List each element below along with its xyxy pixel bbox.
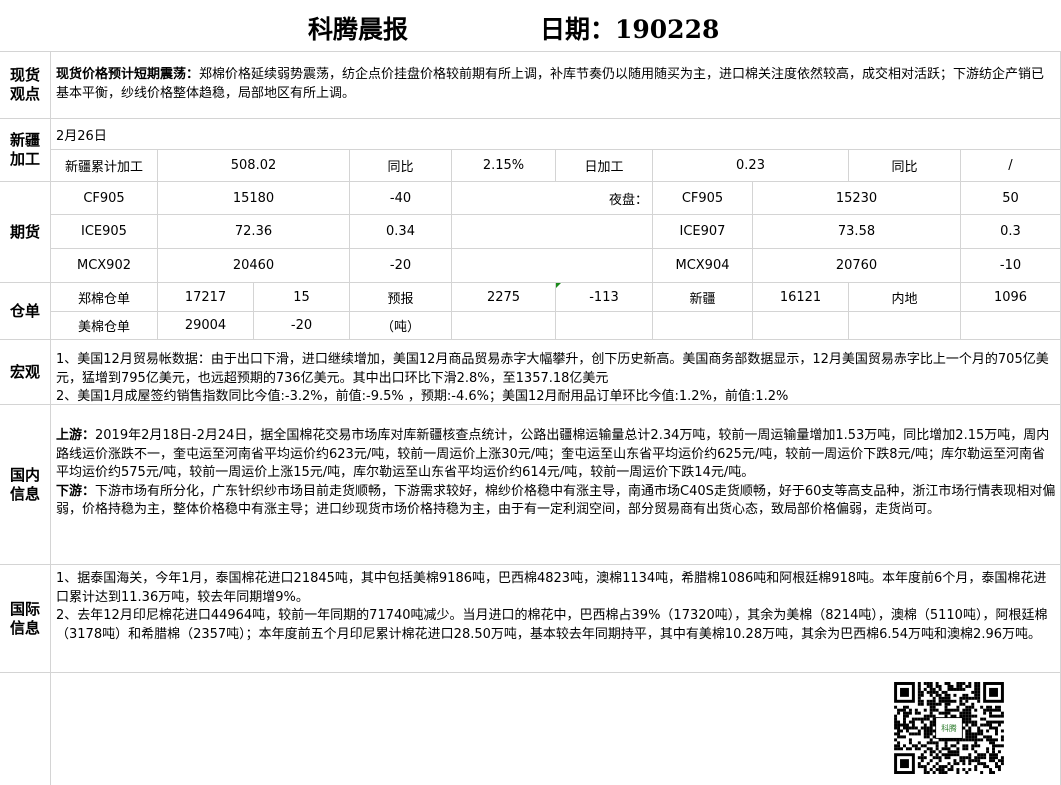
xinjiang-daily-yoy-label: 同比: [849, 150, 961, 182]
domestic-text: 上游：2019年2月18日-2月24日，据全国棉花交易市场库对库新疆核查点统计，…: [51, 405, 1061, 565]
wh-empty: [961, 312, 1061, 340]
label-spot: 现货观点: [0, 52, 51, 119]
xinjiang-cum-value: 508.02: [158, 150, 350, 182]
xinjiang-daily-label: 日加工: [556, 150, 653, 182]
wh-zc-label: 郑棉仓单: [51, 283, 158, 312]
futures-n-price: 15230: [753, 182, 961, 215]
futures-n-price: 20760: [753, 249, 961, 283]
futures-n-change: 0.3: [961, 215, 1061, 249]
futures-empty: [452, 215, 653, 249]
international-text: 1、据泰国海关，今年1月，泰国棉花进口21845吨，其中包括美棉9186吨，巴西…: [51, 565, 1061, 673]
label-international: 国际信息: [0, 565, 51, 673]
wh-us-change: -20: [254, 312, 350, 340]
futures-n-name: MCX904: [653, 249, 753, 283]
futures-n-price: 73.58: [753, 215, 961, 249]
xinjiang-yoy-label: 同比: [350, 150, 452, 182]
futures-name: CF905: [51, 182, 158, 215]
wh-inland-value: 1096: [961, 283, 1061, 312]
futures-name: MCX902: [51, 249, 158, 283]
international-paragraph-1: 1、据泰国海关，今年1月，泰国棉花进口21845吨，其中包括美棉9186吨，巴西…: [56, 571, 1047, 605]
spot-view-text: 现货价格预计短期震荡：郑棉价格延续弱势震荡，纺企点价挂盘价格较前期有所上调，补库…: [51, 52, 1061, 119]
wh-forecast-value: 2275: [452, 283, 556, 312]
wh-forecast-change: -113: [556, 283, 653, 312]
futures-name: ICE905: [51, 215, 158, 249]
wh-empty: [753, 312, 849, 340]
macro-paragraph-1: 1、美国12月贸易帐数据：由于出口下滑，进口继续增加，美国12月商品贸易赤字大幅…: [56, 352, 1049, 386]
domestic-downstream: 下游：下游市场有所分化，广东针织纱市场目前走货顺畅，下游需求较好，棉纱价格稳中有…: [56, 483, 1056, 518]
wh-xj-label: 新疆: [653, 283, 753, 312]
wh-inland-label: 内地: [849, 283, 961, 312]
wh-us-label: 美棉仓单: [51, 312, 158, 340]
international-paragraph-2: 2、去年12月印尼棉花进口44964吨，较前一年同期的71740吨减少。当月进口…: [56, 608, 1048, 642]
futures-change: -20: [350, 249, 452, 283]
xinjiang-daily-value: 0.23: [653, 150, 849, 182]
futures-n-name: CF905: [653, 182, 753, 215]
label-xinjiang: 新疆加工: [0, 119, 51, 182]
futures-price: 20460: [158, 249, 350, 283]
macro-paragraph-2: 2、美国1月成屋签约销售指数同比今值:-3.2%，前值:-9.5% ，预期:-4…: [56, 389, 789, 404]
domestic-upstream: 上游：2019年2月18日-2月24日，据全国棉花交易市场库对库新疆核查点统计，…: [56, 428, 1050, 480]
wh-us-value: 29004: [158, 312, 254, 340]
futures-n-name: ICE907: [653, 215, 753, 249]
label-futures: 期货: [0, 182, 51, 283]
report-header: 科腾晨报 日期：190228: [0, 0, 1061, 52]
futures-price: 72.36: [158, 215, 350, 249]
futures-empty: [452, 249, 653, 283]
xinjiang-date: 2月26日: [51, 119, 1061, 150]
futures-n-change: 50: [961, 182, 1061, 215]
wh-empty: [849, 312, 961, 340]
wh-empty: [653, 312, 753, 340]
wh-zc-value: 17217: [158, 283, 254, 312]
macro-text: 1、美国12月贸易帐数据：由于出口下滑，进口继续增加，美国12月商品贸易赤字大幅…: [51, 340, 1061, 405]
futures-change: -40: [350, 182, 452, 215]
wh-forecast-label: 预报: [350, 283, 452, 312]
wh-zc-change: 15: [254, 283, 350, 312]
label-domestic: 国内信息: [0, 405, 51, 565]
wh-empty: [452, 312, 556, 340]
futures-change: 0.34: [350, 215, 452, 249]
xinjiang-yoy-value: 2.15%: [452, 150, 556, 182]
wh-unit: （吨）: [350, 312, 452, 340]
futures-n-change: -10: [961, 249, 1061, 283]
label-empty: [0, 673, 51, 785]
label-macro: 宏观: [0, 340, 51, 405]
qr-code-icon: 科腾: [894, 682, 1004, 774]
label-warehouse: 仓单: [0, 283, 51, 340]
report-title: 科腾晨报: [308, 15, 409, 44]
wh-xj-value: 16121: [753, 283, 849, 312]
futures-price: 15180: [158, 182, 350, 215]
comment-marker-icon: [556, 283, 561, 288]
svg-text:科腾: 科腾: [941, 723, 957, 733]
wh-empty: [556, 312, 653, 340]
xinjiang-daily-yoy-value: /: [961, 150, 1061, 182]
xinjiang-cum-label: 新疆累计加工: [51, 150, 158, 182]
night-session-label: 夜盘：: [452, 182, 653, 215]
report-date: 日期：190228: [540, 15, 720, 44]
